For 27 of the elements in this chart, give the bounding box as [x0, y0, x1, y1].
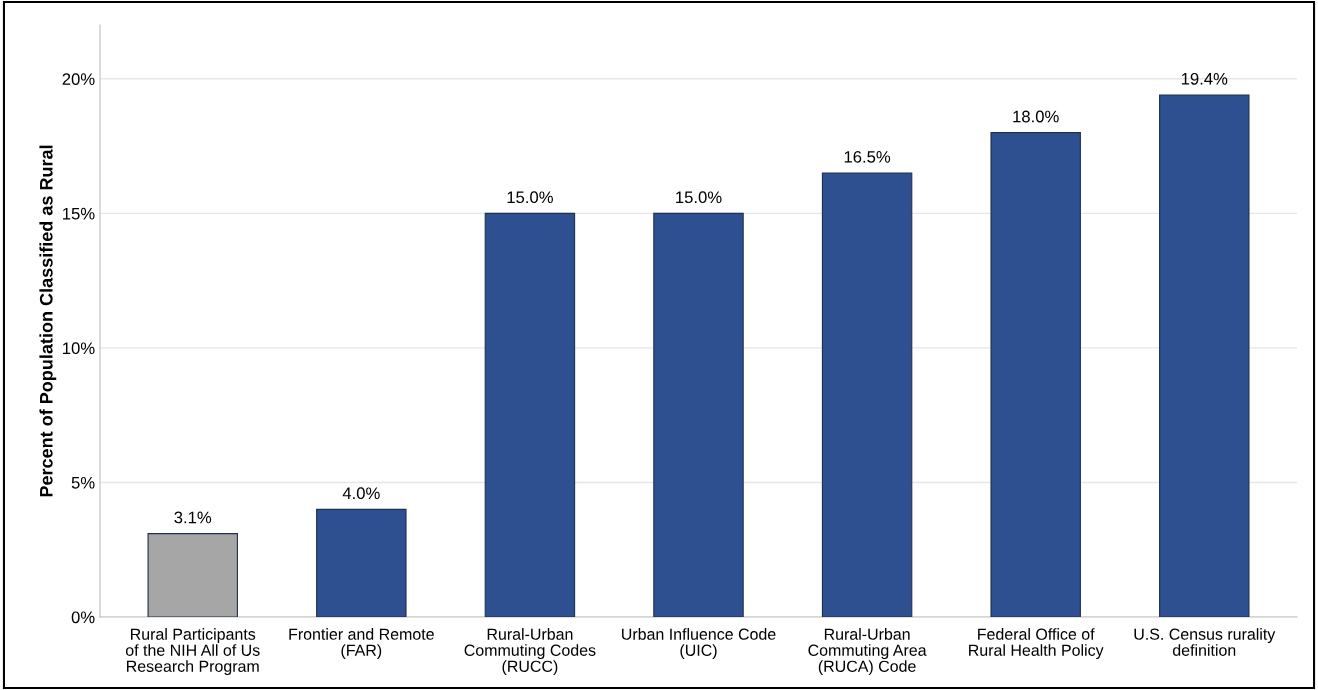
bar — [990, 132, 1081, 617]
x-tick-label: Urban Influence Code (UIC) — [622, 628, 776, 660]
bar — [316, 508, 407, 617]
data-label: 15.0% — [507, 191, 553, 204]
data-label: 4.0% — [342, 487, 380, 500]
data-label: 16.5% — [844, 150, 891, 163]
x-tick-label: U.S. Census rurality definition — [1134, 628, 1276, 656]
bar — [147, 533, 238, 617]
data-label: 15.0% — [676, 191, 722, 204]
y-tick-label: 0% — [71, 611, 95, 624]
data-label: 18.0% — [1013, 110, 1059, 123]
bar — [484, 212, 576, 617]
data-label: 19.4% — [1181, 72, 1228, 85]
x-tick-label: Rural-Urban Commuting Area (RUCA) Code — [808, 628, 927, 676]
x-tick-label: Rural Participants of the NIH All of Us Research Program — [125, 628, 260, 676]
x-tick-label: Federal Office of Rural Health Policy — [969, 628, 1104, 660]
data-label: 3.1% — [174, 511, 212, 524]
y-tick-label: 15% — [63, 207, 95, 220]
bar — [653, 212, 744, 617]
bar — [821, 172, 913, 617]
bar — [1159, 94, 1250, 617]
x-tick-label: Frontier and Remote (FAR) — [289, 628, 434, 660]
y-tick-label: 10% — [63, 342, 95, 355]
y-tick-label: 5% — [71, 476, 95, 489]
x-tick-label: Rural-Urban Commuting Codes (RUCC) — [464, 628, 596, 676]
y-axis-title: Percent of Population Classified as Rural — [39, 145, 57, 497]
y-tick-label: 20% — [62, 73, 95, 86]
